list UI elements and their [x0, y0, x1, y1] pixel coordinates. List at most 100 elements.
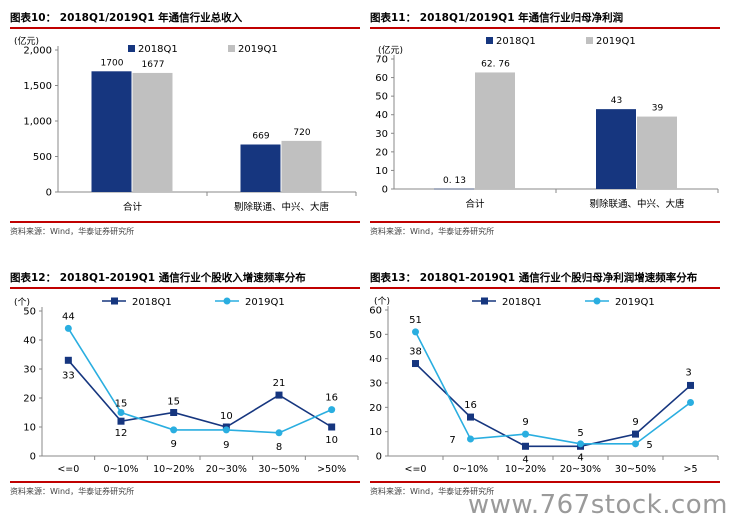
y-tick-label: 10 — [375, 166, 388, 177]
data-label: 3 — [685, 367, 691, 378]
point-marker-2018Q1 — [467, 413, 474, 421]
data-label: 10 — [220, 411, 233, 422]
data-label: 5 — [646, 440, 652, 451]
chart-title: 图表11： 2018Q1/2019Q1 年通信行业归母净利润 — [370, 12, 624, 24]
legend-label: 2018Q1 — [496, 36, 536, 47]
y-tick-label: 30 — [369, 379, 382, 390]
x-category-label: 10~20% — [505, 464, 546, 475]
data-label: 15 — [115, 399, 128, 410]
title-rule — [10, 27, 360, 29]
source-rule — [370, 221, 720, 223]
point-marker-2019Q1 — [117, 409, 125, 416]
point-marker-2019Q1 — [412, 328, 419, 336]
bar-2018Q1 — [596, 109, 636, 189]
source-rule — [10, 221, 360, 223]
y-tick-label: 40 — [375, 110, 388, 121]
series-line-2018Q1 — [67, 359, 333, 428]
data-label: 10 — [325, 435, 338, 446]
series-line-2019Q1 — [414, 331, 691, 445]
x-category-label: 0~10% — [103, 464, 138, 475]
point-marker-2018Q1 — [170, 409, 178, 416]
y-tick-label: 0 — [46, 188, 52, 199]
x-category-label: 20~30% — [206, 464, 247, 475]
data-label: 9 — [170, 439, 176, 450]
legend-label: 2018Q1 — [132, 297, 172, 308]
data-label: 9 — [223, 440, 229, 451]
data-label: 720 — [293, 128, 310, 138]
data-label: 5 — [577, 428, 583, 439]
chart-panel-revenue-growth-distribution: 图表12： 2018Q1-2019Q1 通信行业个股收入增速频率分布 (个) 0 1… — [6, 262, 362, 502]
legend-label: 2019Q1 — [238, 44, 278, 55]
x-category-label: 合计 — [123, 201, 143, 213]
data-label: 12 — [115, 428, 128, 439]
point-marker-2019Q1 — [522, 430, 529, 438]
y-tick-label: 50 — [369, 330, 382, 341]
point-marker-2019Q1 — [275, 429, 283, 437]
point-marker-2018Q1 — [412, 360, 419, 368]
y-tick-label: 1,000 — [23, 117, 52, 128]
data-label: 7 — [449, 435, 455, 446]
y-tick-label: 50 — [23, 307, 36, 318]
point-marker-2018Q1 — [522, 442, 529, 450]
data-label: 9 — [632, 417, 638, 428]
bar-2019Q1 — [475, 72, 515, 189]
data-label: 16 — [464, 400, 477, 411]
data-label: 39 — [652, 104, 664, 114]
point-marker-2019Q1 — [632, 440, 639, 448]
x-category-label: 30~50% — [615, 464, 656, 475]
title-rule — [370, 27, 720, 29]
bar-2018Q1 — [434, 188, 474, 190]
chart-title: 图表10： 2018Q1/2019Q1 年通信行业总收入 — [10, 12, 243, 24]
data-label: 8 — [276, 442, 282, 453]
legend-marker — [223, 297, 231, 305]
y-tick-label: 60 — [375, 73, 388, 84]
source-note: 资料来源：Wind，华泰证券研究所 — [370, 487, 495, 496]
x-category-label: 剔除联通、中兴、大唐 — [234, 201, 329, 213]
y-tick-label: 40 — [23, 336, 36, 347]
watermark: www.767stock.com — [467, 490, 728, 520]
data-label: 38 — [409, 347, 422, 358]
data-label: 669 — [252, 132, 269, 142]
y-tick-label: 0 — [30, 452, 36, 463]
y-tick-label: 0 — [382, 185, 388, 196]
x-category-label: 0~10% — [453, 464, 488, 475]
x-category-label: 30~50% — [258, 464, 299, 475]
point-marker-2019Q1 — [64, 324, 72, 332]
data-label: 1700 — [101, 58, 124, 68]
point-marker-2019Q1 — [467, 435, 474, 443]
data-label: 9 — [522, 417, 528, 428]
chart-title: 图表12： 2018Q1-2019Q1 通信行业个股收入增速频率分布 — [10, 272, 306, 284]
chart-net-profit: (亿元) 0 10 20 30 40 50 60 70 合计 0. 13 62. 76 剔除联通、中兴、… — [375, 36, 719, 210]
data-label: 21 — [273, 378, 286, 389]
source-rule — [370, 481, 720, 483]
y-tick-label: 10 — [23, 423, 36, 434]
bar-2019Q1 — [281, 140, 322, 192]
y-axis-unit: (亿元) — [378, 44, 403, 56]
data-label: 33 — [62, 370, 75, 381]
point-marker-2018Q1 — [632, 430, 639, 438]
point-marker-2019Q1 — [170, 426, 178, 434]
chart-panel-total-revenue: 图表10： 2018Q1/2019Q1 年通信行业总收入 (亿元) 0 500 1,0… — [6, 2, 362, 242]
legend-label: 2019Q1 — [615, 297, 655, 308]
y-tick-label: 10 — [369, 427, 382, 438]
legend-label: 2019Q1 — [596, 36, 636, 47]
legend-label: 2018Q1 — [138, 44, 178, 55]
legend-marker — [481, 297, 488, 305]
title-rule — [10, 287, 360, 289]
legend-swatch — [586, 37, 593, 44]
x-category-label: 剔除联通、中兴、大唐 — [589, 198, 684, 210]
y-tick-label: 30 — [23, 365, 36, 376]
legend-label: 2018Q1 — [502, 297, 542, 308]
x-category-label: <=0 — [57, 464, 79, 475]
series-line-2018Q1 — [414, 362, 692, 448]
chart-panel-profit-growth-distribution: 图表13： 2018Q1-2019Q1 通信行业个股归母净利润增速频率分布 (个… — [366, 262, 722, 502]
y-axis-unit: (亿元) — [14, 35, 39, 47]
point-marker-2018Q1 — [117, 417, 125, 425]
x-category-label: <=0 — [405, 464, 427, 475]
y-tick-label: 0 — [376, 452, 382, 463]
title-rule — [370, 287, 720, 289]
source-note: 资料来源：Wind，华泰证券研究所 — [10, 487, 135, 496]
point-marker-2018Q1 — [687, 381, 694, 389]
point-marker-2019Q1 — [687, 398, 694, 406]
y-tick-label: 500 — [33, 152, 52, 163]
